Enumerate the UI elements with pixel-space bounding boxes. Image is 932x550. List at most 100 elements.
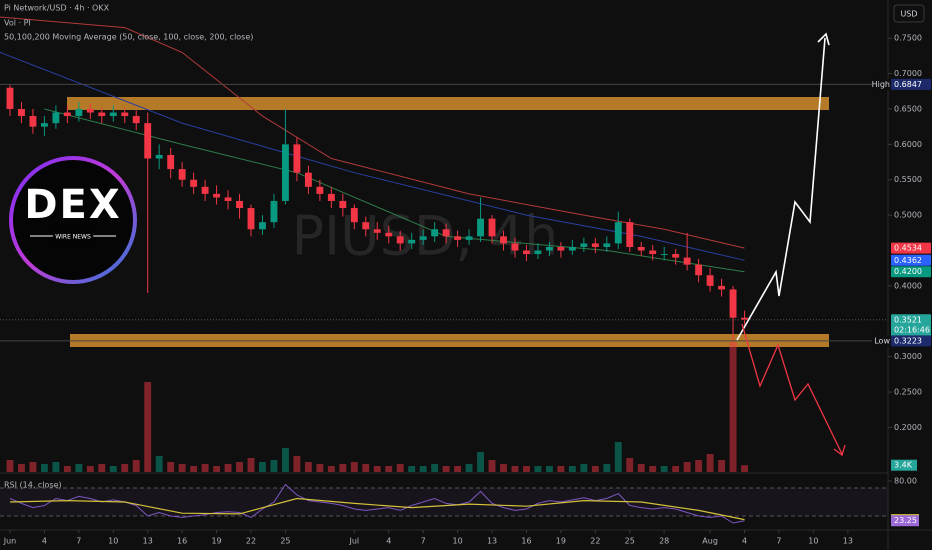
candle-body	[350, 208, 358, 223]
candle-body	[534, 250, 542, 255]
x-tick-label: 13	[487, 537, 497, 546]
volume-bar	[500, 464, 507, 472]
candle-body	[465, 236, 473, 240]
volume-bar	[442, 466, 450, 472]
volume-bar	[213, 466, 221, 472]
volume-bar	[52, 462, 60, 472]
candle-body	[281, 144, 289, 201]
candle-body	[741, 317, 748, 320]
candle-body	[477, 218, 484, 237]
volume-bar	[591, 466, 599, 472]
currency-button[interactable]	[893, 4, 925, 23]
y-tick-label: 0.7500	[894, 34, 922, 43]
x-tick-label: 4	[42, 537, 47, 546]
volume-bar	[144, 382, 152, 472]
currency[interactable]: USD	[900, 10, 917, 19]
candle-body	[695, 264, 703, 276]
watermark: PIUSD, 4h	[292, 205, 559, 268]
price-tag	[891, 335, 931, 347]
volume-bar	[98, 464, 106, 472]
logo-subtext: WIRE NEWS	[55, 234, 91, 241]
moving-average	[44, 108, 745, 273]
volume-bar	[580, 464, 588, 472]
bear-path	[741, 323, 843, 455]
y-tick-label: 0.2000	[894, 423, 922, 432]
volume-tag-label: 3.4K	[894, 461, 913, 470]
candle-body	[29, 116, 37, 127]
candle-body	[190, 179, 198, 187]
candle-body	[293, 144, 301, 173]
candle-body	[660, 254, 668, 256]
x-tick-label: 16	[177, 537, 187, 546]
volume-bar	[729, 342, 737, 472]
price-tag	[891, 266, 931, 278]
volume-bar	[259, 462, 266, 472]
y-tick-label: 0.5000	[894, 211, 922, 220]
volume-bar	[75, 464, 83, 472]
price-tag-label: 0.4200	[894, 267, 922, 276]
candle-body	[109, 112, 117, 117]
volume-bar	[63, 466, 71, 472]
logo-text: DEX	[24, 182, 121, 228]
volume-bar	[350, 462, 358, 472]
candle-body	[373, 229, 381, 233]
x-tick-label: 7	[776, 537, 781, 546]
volume-bar	[511, 466, 519, 472]
y-tick-label: 0.5500	[894, 175, 922, 184]
candle-body	[316, 186, 324, 194]
volume-bar	[18, 464, 25, 472]
y-tick-label: 0.3000	[894, 352, 922, 361]
candle-body	[339, 200, 347, 209]
candle-body	[500, 236, 507, 244]
candle-body	[442, 229, 450, 237]
volume-bar	[419, 466, 427, 472]
rsi-line	[9, 483, 745, 524]
moving-average	[0, 16, 745, 249]
volume-bar	[626, 458, 634, 472]
price-tag-label: 0.4534	[894, 244, 922, 253]
volume-bar	[660, 466, 668, 472]
volume-bar	[29, 462, 37, 472]
volume-bar	[247, 458, 255, 472]
candle-body	[649, 250, 657, 255]
x-tick-label: 25	[280, 537, 290, 546]
volume-bar	[534, 466, 542, 472]
volume-bar	[316, 464, 324, 472]
resistance-zone	[67, 97, 829, 110]
price-tag	[891, 242, 931, 254]
candle-body	[523, 250, 530, 255]
volume-bar	[385, 466, 393, 472]
x-tick-label: Jun	[3, 537, 17, 546]
x-tick-label: 13	[143, 537, 153, 546]
volume-bar	[741, 465, 748, 472]
candle-body	[591, 243, 599, 247]
price-tag-label: 0.6847	[894, 80, 922, 89]
tag-name-box	[872, 78, 891, 90]
candle-body	[52, 112, 60, 124]
volume-bar	[86, 466, 94, 472]
volume-bar	[568, 466, 576, 472]
volume-bar	[408, 466, 416, 472]
volume-bar	[477, 452, 484, 472]
candle-body	[488, 218, 496, 237]
volume-bar	[683, 462, 691, 472]
candle-body	[683, 257, 691, 265]
y-tick-label: 0.4000	[894, 281, 922, 290]
candle-body	[259, 222, 266, 230]
candle-body	[75, 108, 83, 117]
volume-bar	[706, 454, 714, 472]
chart-title: Pi Network/USD · 4h · OKX	[4, 4, 110, 13]
volume-bar	[672, 466, 680, 472]
volume-bar	[132, 460, 140, 472]
volume-bar	[155, 456, 163, 472]
x-tick-label: 10	[108, 537, 118, 546]
volume-bar	[121, 464, 129, 472]
x-tick-label: 25	[625, 537, 635, 546]
price-tag-label: 0.3521	[894, 315, 922, 324]
candle-body	[98, 112, 106, 117]
x-tick-label: 22	[590, 537, 600, 546]
candle-body	[614, 222, 622, 244]
x-tick-label: Jul	[348, 537, 359, 546]
candle-body	[132, 116, 140, 124]
